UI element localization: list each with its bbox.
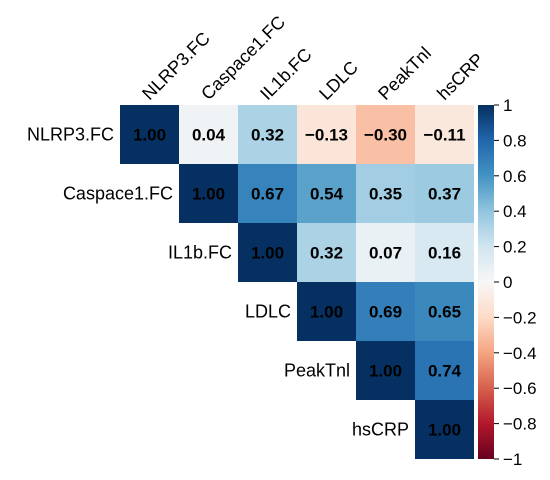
cell-value: 0.16 [428, 244, 461, 263]
cell-value: 0.54 [310, 185, 344, 204]
cell-value: 0.07 [369, 244, 402, 263]
colorbar-tick-label: 0.6 [503, 167, 527, 186]
cell-PeakTnl-hsCRP [415, 341, 474, 400]
cell-Caspace1.FC-LDLC [297, 164, 356, 223]
colorbar-tick-label: −0.4 [503, 344, 537, 363]
colorbar-tick-label: −0.2 [503, 308, 537, 327]
cell-NLRP3.FC-LDLC [297, 105, 356, 164]
colorbar-tick-label: 1 [503, 96, 512, 115]
cell-hsCRP-hsCRP [415, 400, 474, 459]
cell-value: 0.32 [310, 244, 343, 263]
cell-Caspace1.FC-PeakTnl [356, 164, 415, 223]
cell-value: −0.11 [423, 126, 465, 145]
cell-value: 0.35 [369, 185, 402, 204]
cell-IL1b.FC-LDLC [297, 223, 356, 282]
cell-value: 0.04 [192, 126, 226, 145]
cell-Caspace1.FC-Caspace1.FC [179, 164, 238, 223]
row-label: NLRP3.FC [27, 125, 114, 145]
cell-value: 0.65 [428, 303, 461, 322]
cell-value: 0.37 [428, 185, 461, 204]
column-label: hsCRP [433, 49, 487, 103]
cell-value: 0.67 [251, 185, 284, 204]
cell-LDLC-hsCRP [415, 282, 474, 341]
row-label: IL1b.FC [168, 243, 232, 263]
cell-value: 1.00 [133, 126, 166, 145]
heatmap-cells: 1.00 0.04 0.32 −0.13 −0.30 −0.11 1.00 0.67 0.54 0… [120, 105, 474, 459]
cell-value: 0.69 [369, 303, 402, 322]
colorbar-tick-label: 0.2 [503, 238, 527, 257]
column-label: PeakTnl [374, 43, 435, 104]
column-label: IL1b.FC [256, 44, 315, 103]
row-labels: NLRP3.FC Caspace1.FC IL1b.FC LDLC PeakTnl hsC… [27, 125, 409, 440]
cell-NLRP3.FC-PeakTnl [356, 105, 415, 164]
colorbar-tick-label: −1 [503, 450, 522, 469]
cell-value: 1.00 [192, 185, 225, 204]
cell-NLRP3.FC-NLRP3.FC [120, 105, 179, 164]
cell-IL1b.FC-PeakTnl [356, 223, 415, 282]
cell-IL1b.FC-IL1b.FC [238, 223, 297, 282]
cell-NLRP3.FC-hsCRP [415, 105, 474, 164]
column-label: LDLC [315, 57, 362, 104]
cell-LDLC-PeakTnl [356, 282, 415, 341]
cell-value: 1.00 [251, 244, 284, 263]
cell-LDLC-LDLC [297, 282, 356, 341]
cell-value: 1.00 [310, 303, 343, 322]
cell-value: 0.74 [428, 362, 462, 381]
colorbar-tick-label: 0.8 [503, 131, 527, 150]
cell-value: −0.30 [364, 126, 407, 145]
cell-value: −0.13 [305, 126, 348, 145]
row-label: LDLC [245, 302, 291, 322]
colorbar: 1 0.8 0.6 0.4 0.2 0 −0.2 −0.4 −0.6 −0.8 −1 [478, 96, 537, 469]
colorbar-tick-label: 0.4 [503, 202, 527, 221]
cell-PeakTnl-PeakTnl [356, 341, 415, 400]
cell-value: 1.00 [428, 421, 461, 440]
row-label: hsCRP [352, 420, 409, 440]
cell-Caspace1.FC-IL1b.FC [238, 164, 297, 223]
row-label: Caspace1.FC [63, 184, 173, 204]
colorbar-tick-label: −0.6 [503, 379, 537, 398]
colorbar-tick-label: −0.8 [503, 415, 537, 434]
colorbar-gradient [478, 105, 494, 459]
colorbar-tick-label: 0 [503, 273, 512, 292]
row-label: PeakTnl [284, 361, 350, 381]
cell-value: 0.32 [251, 126, 284, 145]
cell-IL1b.FC-hsCRP [415, 223, 474, 282]
cell-NLRP3.FC-Caspace1.FC [179, 105, 238, 164]
cell-NLRP3.FC-IL1b.FC [238, 105, 297, 164]
cell-value: 1.00 [369, 362, 402, 381]
cell-Caspace1.FC-hsCRP [415, 164, 474, 223]
